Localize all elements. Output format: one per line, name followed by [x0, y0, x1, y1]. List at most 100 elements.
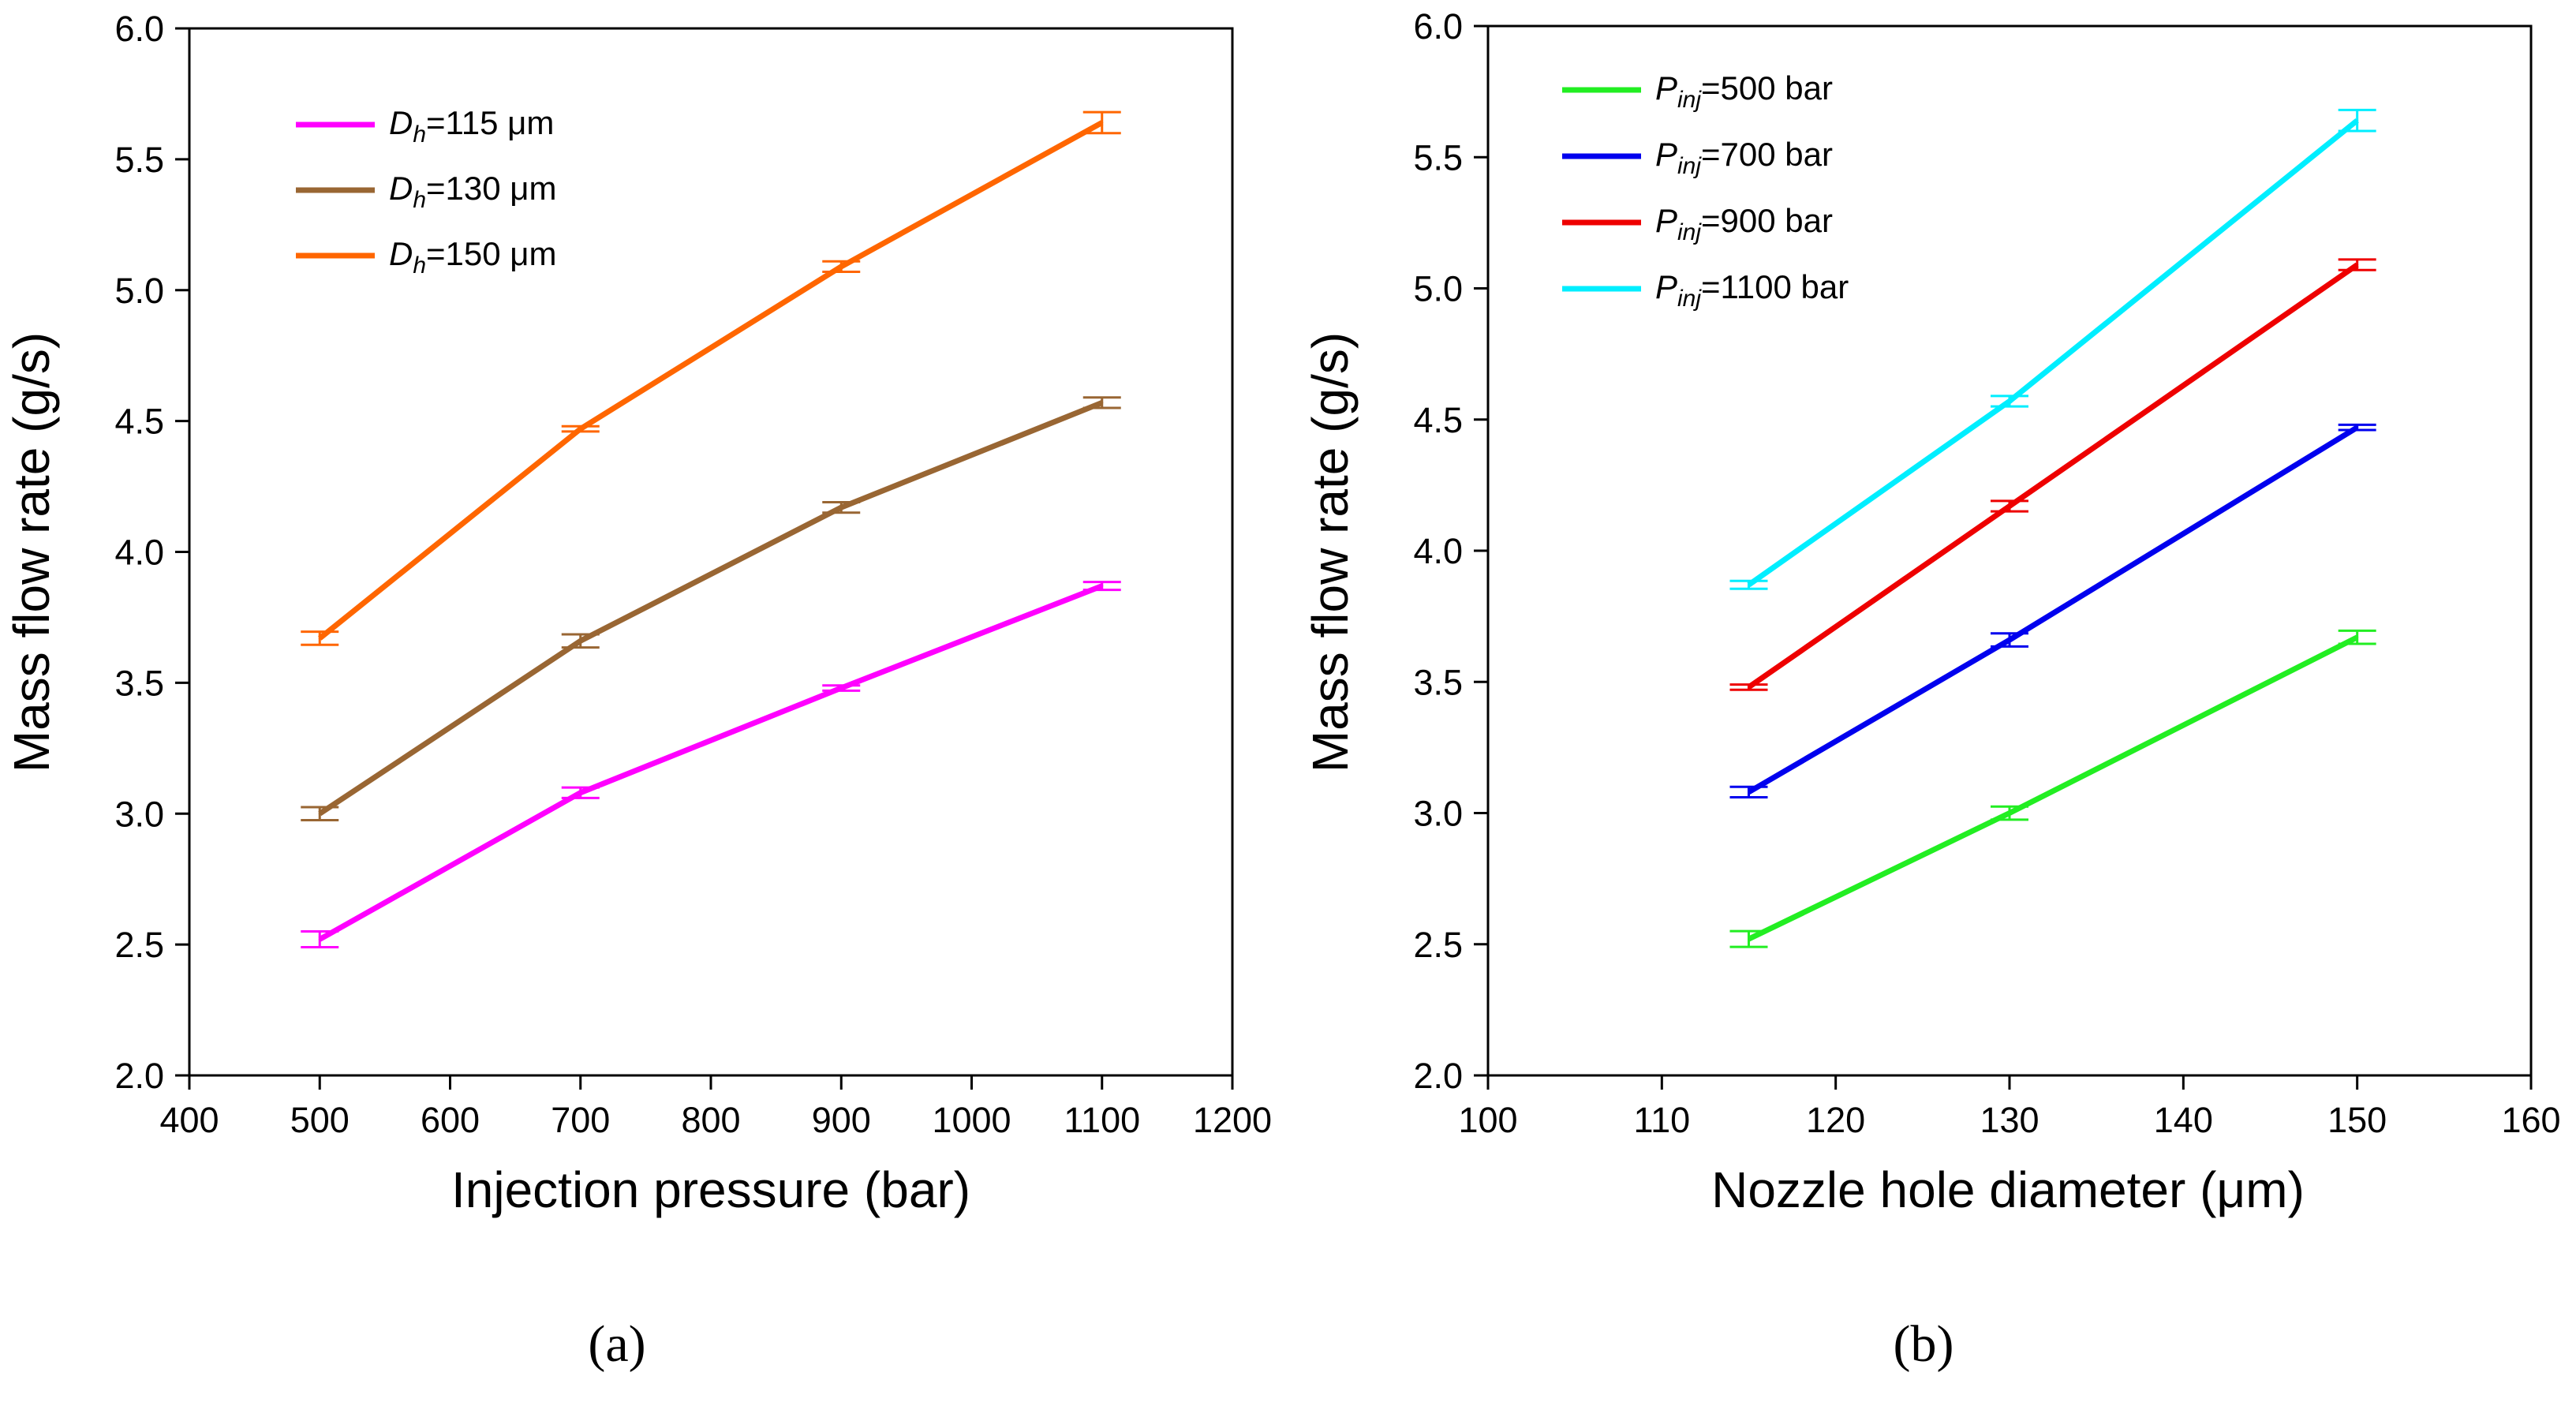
- error-bar-2-3: [1082, 110, 1121, 135]
- error-bar-1-3: [1082, 396, 1121, 409]
- x-tick-label: 1000: [932, 1100, 1011, 1140]
- legend-symbol: P: [1655, 136, 1677, 173]
- legend-item-2: Pinj=900 bar: [1562, 202, 1833, 245]
- data-point: [2008, 399, 2011, 402]
- error-bar-0-2: [2338, 629, 2376, 645]
- error-bar-2-1: [1991, 499, 2028, 513]
- error-bar-1-2: [822, 500, 861, 514]
- legend-label: Pinj=700 bar: [1655, 136, 1833, 179]
- error-bar-3-1: [1991, 395, 2028, 408]
- y-tick-label: 5.5: [114, 140, 164, 180]
- legend-item-1: Dh=130 μm: [296, 170, 557, 213]
- data-point: [318, 937, 321, 940]
- legend-symbol: P: [1655, 69, 1677, 107]
- error-bar-0-1: [561, 786, 600, 799]
- data-point: [839, 506, 843, 509]
- series-line-3: [1747, 118, 2359, 588]
- error-bar-2-2: [2338, 258, 2376, 271]
- data-point: [579, 428, 582, 431]
- chart-panel-b: 100 110 120 130 140 150 160 2.0 2.5 3.0 3.5 4.0 4.5 5…: [1302, 6, 2561, 1373]
- data-point: [318, 812, 321, 815]
- series-line-0: [1747, 634, 2359, 942]
- x-tick-label: 600: [421, 1100, 480, 1140]
- y-tick-label: 2.0: [114, 1056, 164, 1096]
- y-tick-label: 4.0: [1413, 531, 1463, 571]
- data-point: [2008, 504, 2011, 507]
- data-point: [1748, 686, 1750, 689]
- legend-rest: =900 bar: [1701, 202, 1833, 239]
- data-point: [1748, 583, 1750, 586]
- panel-caption: (b): [1894, 1315, 1954, 1373]
- y-tick-label: 6.0: [114, 9, 164, 49]
- legend-item-3: Pinj=1100 bar: [1562, 268, 1849, 312]
- legend-label: Dh=115 μm: [389, 104, 554, 148]
- error-bar-1-1: [1991, 632, 2028, 648]
- data-point: [839, 265, 843, 268]
- data-point: [2008, 812, 2011, 814]
- x-axis-label: Injection pressure (bar): [451, 1161, 970, 1218]
- data-point: [1748, 791, 1750, 794]
- legend-item-0: Dh=115 μm: [296, 104, 554, 148]
- legend-label: Pinj=500 bar: [1655, 69, 1833, 113]
- legend-rest: =1100 bar: [1701, 268, 1849, 305]
- error-bar-2-1: [561, 424, 600, 433]
- data-point: [2356, 426, 2359, 429]
- y-tick-label: 4.5: [114, 402, 164, 442]
- legend-label: Dh=130 μm: [389, 170, 557, 213]
- error-bar-3-2: [2338, 108, 2376, 133]
- y-tick-label: 3.0: [114, 794, 164, 834]
- error-bar-0-1: [1991, 805, 2028, 821]
- y-tick-label: 6.0: [1413, 6, 1463, 47]
- error-bar-0-2: [822, 684, 861, 692]
- x-tick-label: 110: [1633, 1100, 1690, 1140]
- y-tick-label: 4.5: [1413, 400, 1463, 440]
- error-bar-1-1: [561, 633, 600, 649]
- plot-frame: [1486, 24, 2533, 1077]
- data-point: [1101, 121, 1104, 124]
- y-tick-label: 5.0: [1413, 269, 1463, 309]
- y-tick-label: 4.0: [114, 533, 164, 573]
- x-tick-label: 150: [2327, 1100, 2387, 1140]
- data-point: [318, 637, 321, 640]
- legend-label: Dh=150 μm: [389, 235, 557, 279]
- x-tick-label: 800: [681, 1100, 740, 1140]
- x-tick-label: 1200: [1193, 1100, 1272, 1140]
- legend-item-1: Pinj=700 bar: [1562, 136, 1833, 179]
- series-line-2: [1747, 262, 2359, 690]
- legend-symbol: D: [389, 170, 413, 207]
- error-bar-0-0: [1729, 929, 1768, 948]
- y-tick-label: 3.5: [1413, 662, 1463, 702]
- series-line-1: [1747, 424, 2359, 795]
- error-bar-1-0: [301, 806, 339, 822]
- legend-rest: =150 μm: [426, 235, 556, 272]
- data-point: [2356, 119, 2359, 122]
- series-line-0: [318, 583, 1104, 942]
- series-line-1: [318, 400, 1104, 817]
- error-bar-0-0: [301, 930, 339, 948]
- error-bar-1-2: [2338, 423, 2376, 432]
- y-tick-label: 3.0: [1413, 794, 1463, 834]
- legend-symbol: D: [389, 235, 413, 272]
- data-point: [1101, 401, 1104, 404]
- chart-panel-a: 400 500 600 700 800 900 1000 1100 1200 2.0 2.5 3.0 3…: [3, 9, 1272, 1373]
- error-bar-1-0: [1729, 785, 1768, 799]
- panel-caption: (a): [588, 1315, 645, 1373]
- x-tick-label: 900: [812, 1100, 871, 1140]
- y-tick-label: 5.0: [114, 271, 164, 311]
- x-tick-label: 1100: [1064, 1100, 1140, 1140]
- legend-item-0: Pinj=500 bar: [1562, 69, 1833, 113]
- data-point: [579, 791, 582, 795]
- legend-subscript: h: [413, 252, 426, 279]
- x-tick-label: 400: [159, 1100, 219, 1140]
- x-tick-label: 100: [1458, 1100, 1517, 1140]
- x-tick-label: 140: [2154, 1100, 2213, 1140]
- data-point: [2356, 636, 2359, 639]
- y-tick-label: 5.5: [1413, 137, 1463, 178]
- x-tick-label: 160: [2501, 1100, 2560, 1140]
- y-tick-label: 2.5: [1413, 925, 1463, 965]
- x-tick-label: 120: [1806, 1100, 1865, 1140]
- data-point: [839, 686, 843, 690]
- y-tick-label: 2.0: [1413, 1056, 1463, 1096]
- legend-subscript: inj: [1677, 219, 1702, 245]
